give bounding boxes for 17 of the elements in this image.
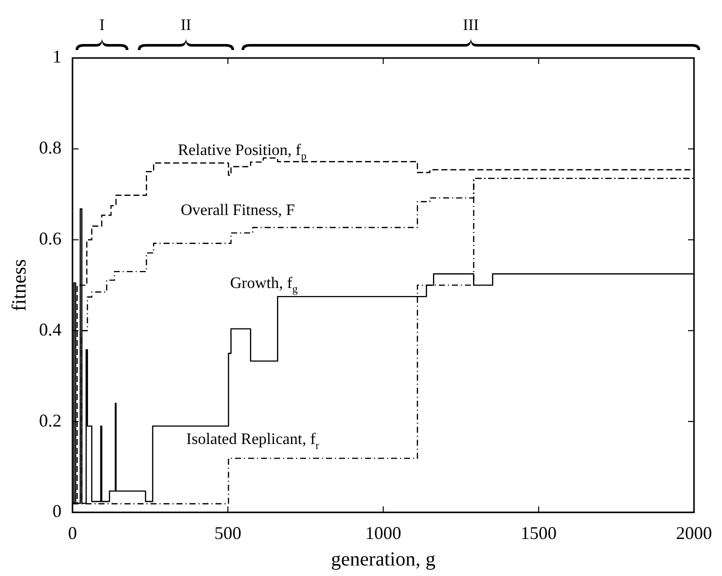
x-tick-label: 1500 bbox=[520, 522, 557, 543]
x-tick-label: 2000 bbox=[676, 522, 712, 543]
y-tick-label: 1 bbox=[52, 46, 62, 67]
x-axis-title: generation, g bbox=[331, 548, 436, 570]
y-tick-label: 0.2 bbox=[39, 410, 62, 430]
x-tick-label: 500 bbox=[214, 522, 242, 543]
y-tick-label: 0 bbox=[52, 501, 62, 522]
text: I bbox=[99, 17, 105, 34]
y-tick-label: 0.4 bbox=[39, 319, 62, 340]
text: III bbox=[462, 17, 479, 34]
y-tick-label: 0.8 bbox=[39, 138, 62, 158]
y-tick-label: 0.6 bbox=[39, 228, 62, 248]
text: II bbox=[180, 17, 192, 34]
x-tick-label: 1000 bbox=[365, 522, 402, 543]
y-axis-title: fitness bbox=[8, 258, 30, 312]
x-tick-label: 0 bbox=[68, 522, 77, 543]
series-label: Overall Fitness, F bbox=[180, 202, 296, 219]
